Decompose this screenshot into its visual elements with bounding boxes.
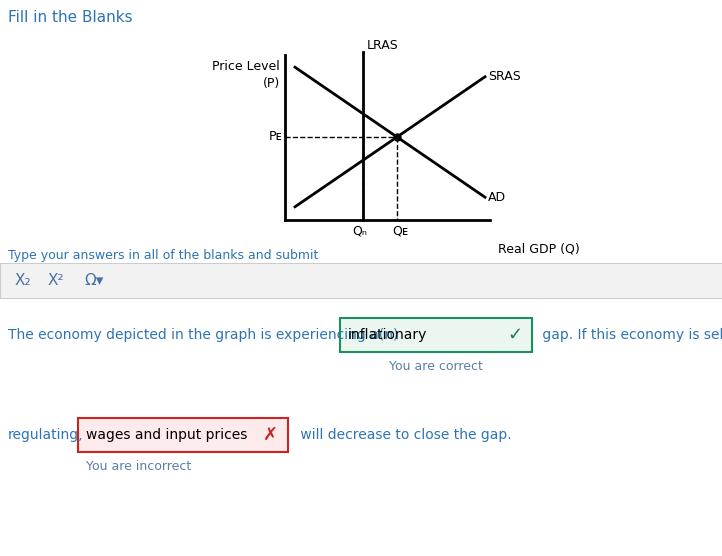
Text: will decrease to close the gap.: will decrease to close the gap. <box>296 428 512 442</box>
FancyBboxPatch shape <box>340 318 532 352</box>
Text: You are correct: You are correct <box>389 360 483 373</box>
Text: X²: X² <box>48 273 65 288</box>
Text: You are incorrect: You are incorrect <box>86 460 191 473</box>
Text: Real GDP (Q): Real GDP (Q) <box>498 242 580 255</box>
Text: ✗: ✗ <box>263 426 278 444</box>
Text: Type your answers in all of the blanks and submit: Type your answers in all of the blanks a… <box>8 249 318 262</box>
Text: AD: AD <box>488 191 506 203</box>
Text: (P): (P) <box>263 77 280 90</box>
Text: inflationary: inflationary <box>348 328 427 342</box>
Text: Qᴇ: Qᴇ <box>392 225 408 238</box>
Text: The economy depicted in the graph is experiencing a(n): The economy depicted in the graph is exp… <box>8 328 399 342</box>
Text: Price Level: Price Level <box>212 60 280 73</box>
Text: wages and input prices: wages and input prices <box>86 428 248 442</box>
FancyBboxPatch shape <box>0 263 722 298</box>
Text: Ω▾: Ω▾ <box>84 273 103 288</box>
Text: Fill in the Blanks: Fill in the Blanks <box>8 10 133 25</box>
Text: Pᴇ: Pᴇ <box>269 131 282 143</box>
Text: ✓: ✓ <box>507 326 522 344</box>
FancyBboxPatch shape <box>78 418 288 452</box>
Text: gap. If this economy is self-: gap. If this economy is self- <box>538 328 722 342</box>
Text: SRAS: SRAS <box>488 70 521 83</box>
Text: regulating,: regulating, <box>8 428 84 442</box>
Text: X₂: X₂ <box>15 273 32 288</box>
Text: Qₙ: Qₙ <box>352 225 367 238</box>
Text: LRAS: LRAS <box>367 39 399 52</box>
